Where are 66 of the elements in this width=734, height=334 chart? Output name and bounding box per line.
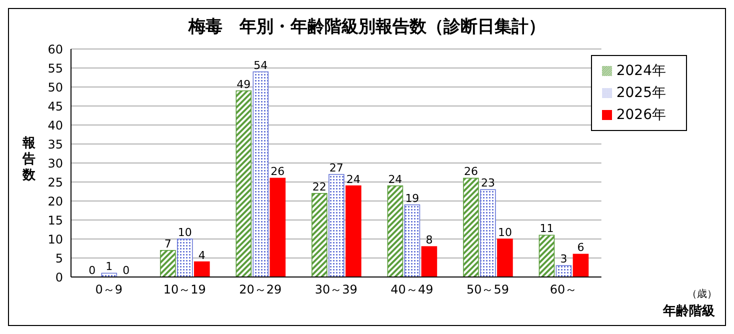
data-label: 24: [388, 172, 402, 186]
y-axis-title: 報告数: [22, 136, 36, 183]
data-label: 24: [346, 172, 360, 186]
data-label: 26: [464, 165, 478, 178]
bar: [194, 261, 210, 277]
x-tick-label: 40～49: [390, 282, 434, 297]
bar: [177, 238, 193, 277]
data-label: 11: [540, 222, 554, 236]
bar: [312, 193, 328, 277]
x-tick-label: 10～19: [163, 282, 206, 297]
bar: [270, 178, 286, 277]
data-label: 54: [254, 58, 268, 72]
y-tick-label: 35: [48, 137, 63, 152]
y-tick-label: 20: [48, 194, 63, 208]
y-tick-label: 0: [55, 270, 63, 284]
bar: [328, 174, 344, 277]
y-tick-label: 55: [48, 61, 63, 76]
bar: [421, 246, 438, 277]
y-tick-label: 40: [48, 118, 63, 132]
data-label: 19: [405, 192, 420, 205]
data-label: 4: [198, 248, 206, 262]
y-tick-label: 10: [48, 232, 63, 246]
bar: [252, 71, 269, 277]
bar: [480, 189, 496, 277]
legend-label: 2026年: [616, 107, 666, 123]
y-tick-label: 25: [48, 175, 63, 190]
x-tick-label: 60～: [550, 282, 578, 297]
legend-label: 2024年: [616, 63, 666, 79]
data-label: 7: [164, 237, 172, 250]
x-tick-label: 50～59: [466, 282, 509, 297]
x-axis-title: 年齢階級: [662, 304, 716, 319]
data-label: 23: [480, 176, 495, 190]
y-tick-label: 45: [48, 99, 63, 114]
x-tick-label: 0～9: [95, 282, 123, 297]
data-label: 1: [106, 260, 113, 274]
x-tick-label: 30～39: [314, 282, 358, 297]
data-label: 22: [312, 180, 326, 194]
chart-title: 梅毒 年別・年齢階級別報告数（診断日集計）: [187, 16, 546, 38]
legend-label: 2025年: [616, 85, 666, 101]
data-label: 26: [270, 165, 285, 178]
bar: [572, 254, 589, 277]
data-label: 6: [577, 241, 584, 254]
bar: [538, 234, 555, 277]
data-label: 3: [560, 252, 568, 266]
bar: [404, 204, 420, 277]
text: （歳）: [687, 288, 717, 301]
data-label: 49: [236, 78, 251, 91]
y-tick-label: 30: [48, 156, 63, 170]
data-label: 0: [88, 264, 96, 277]
y-tick-label: 50: [48, 80, 63, 94]
data-label: 8: [426, 234, 433, 247]
bar: [556, 265, 572, 277]
x-tick-label: 20～29: [239, 282, 282, 297]
data-label: 0: [122, 264, 130, 277]
bar: [387, 185, 404, 277]
y-tick-label: 60: [48, 42, 63, 56]
data-label: 10: [178, 226, 192, 239]
y-tick-label: 15: [48, 213, 63, 228]
y-tick-label: 5: [55, 251, 63, 266]
data-label: 10: [498, 226, 512, 239]
bar: [463, 178, 479, 277]
bar: [346, 185, 362, 277]
bar: [236, 90, 252, 277]
bar: [497, 238, 513, 277]
data-label: 27: [329, 161, 344, 174]
bar: [160, 250, 176, 277]
